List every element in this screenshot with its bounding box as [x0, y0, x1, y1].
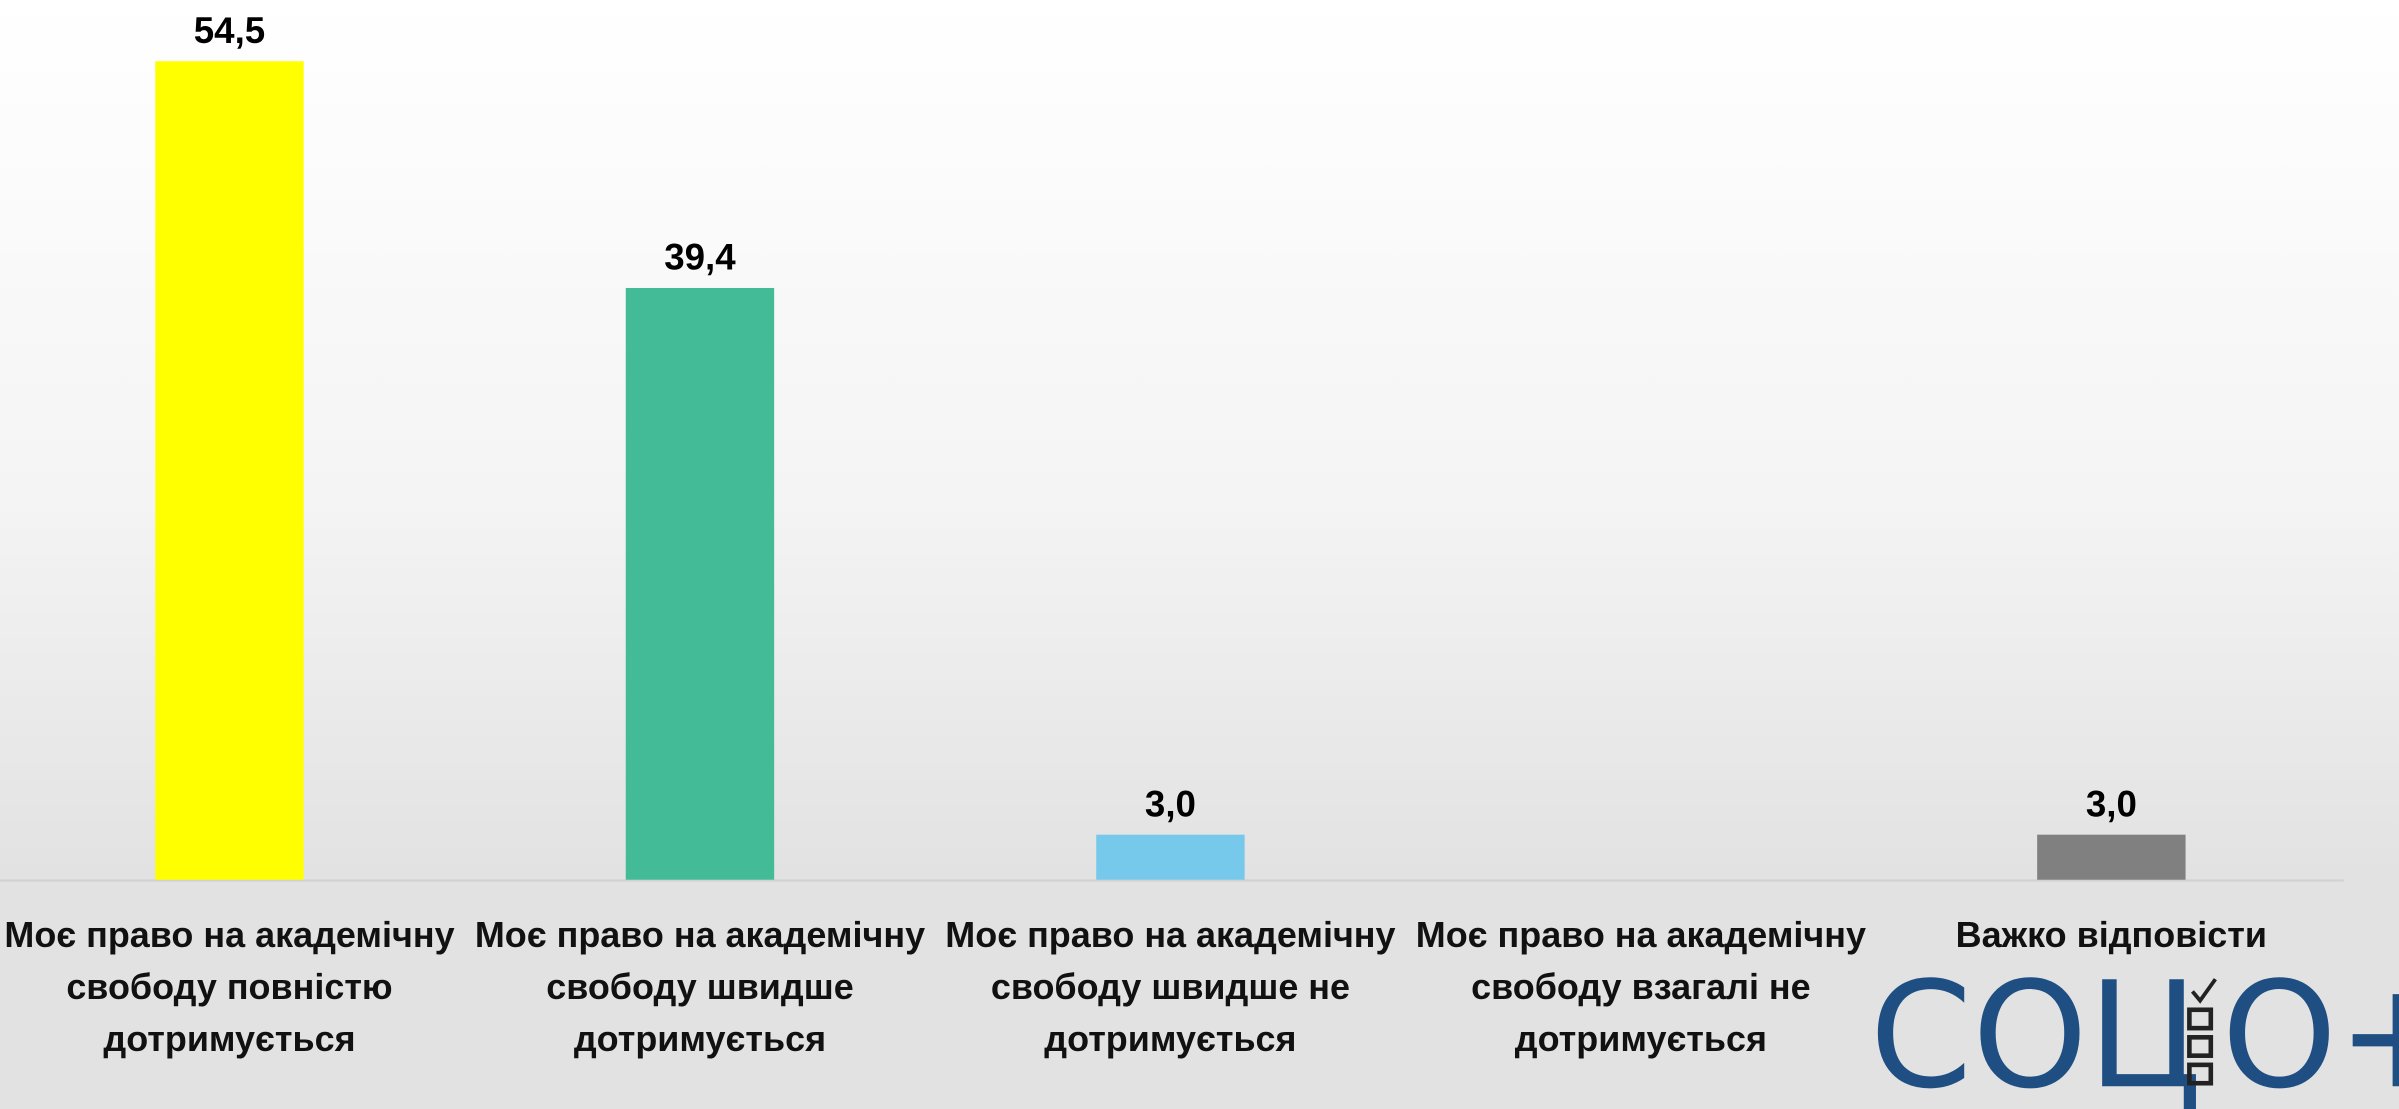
x-tick-label: Моє право на академічну свободу швидше д… — [474, 914, 926, 1059]
bar — [2037, 834, 2186, 880]
value-label: 39,4 — [664, 237, 736, 278]
x-tick-label: Моє право на академічну свободу повністю… — [4, 914, 455, 1059]
logo-text-right: О+ — [2222, 950, 2399, 1109]
logo: СОЦ О+ — [1870, 950, 2399, 1109]
bar — [625, 287, 775, 880]
bar — [1096, 834, 1245, 880]
x-tick-label: Моє право на академічну свободу швидше н… — [945, 914, 1396, 1059]
value-label: 3,0 — [2086, 783, 2137, 824]
x-tick-label: Моє право на академічну свободу взагалі … — [1415, 914, 1867, 1059]
logo-icon — [2187, 978, 2217, 1086]
value-label: 3,0 — [1145, 783, 1196, 824]
logo-text-left: СОЦ — [1870, 950, 2202, 1109]
x-tick-label: Важко відповісти — [1955, 914, 2268, 955]
value-label: 54,5 — [194, 10, 265, 51]
bar — [155, 61, 304, 880]
